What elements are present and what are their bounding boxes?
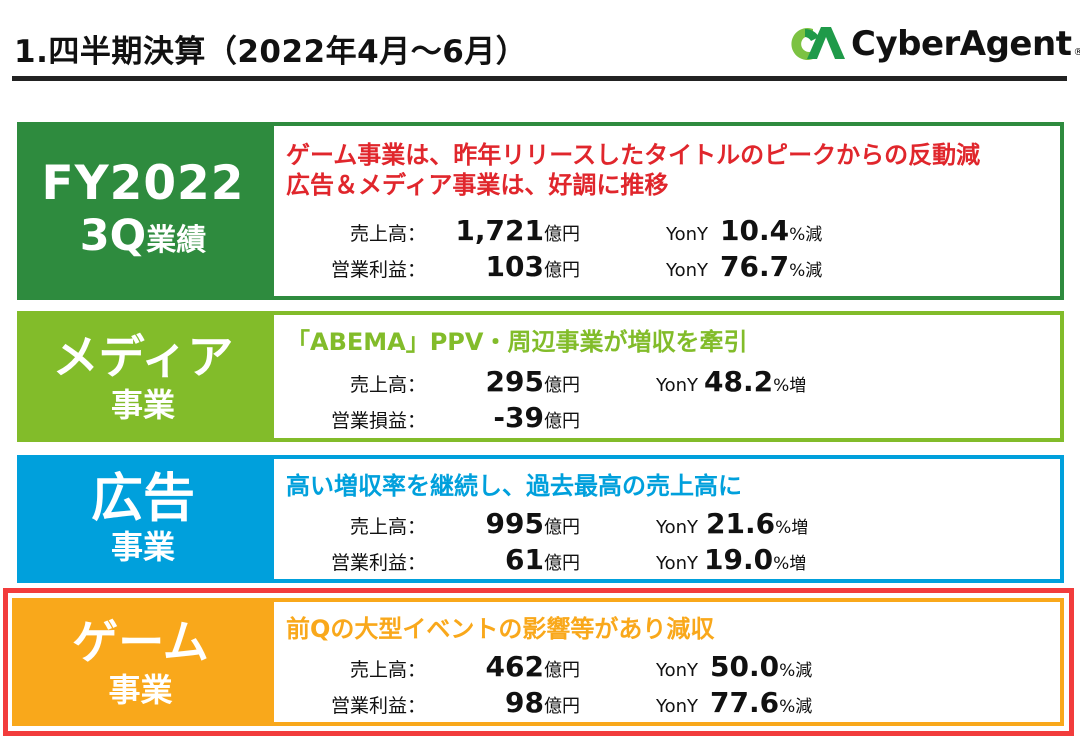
cyberagent-logo: CyberAgent ® — [783, 22, 1080, 66]
row-value: 1,721 — [455, 214, 544, 247]
row-label: 売上高： — [349, 374, 426, 396]
row-pct: 19.0 — [704, 543, 774, 576]
row-change: %減 — [779, 661, 813, 681]
game-label: ゲーム — [72, 615, 209, 669]
row-label: 営業損益： — [330, 410, 426, 432]
game-highlight-frame — [3, 588, 1074, 736]
fy-content: ゲーム事業は、昨年リリースしたタイトルのピークからの反動減 広告＆メディア事業は… — [269, 122, 1064, 300]
row-unit: 億円 — [544, 660, 580, 681]
media-label-business: 事業 — [110, 385, 175, 424]
row-change: %増 — [773, 376, 807, 396]
row-value: 103 — [485, 250, 544, 283]
ad-operating-income-row: 営業利益： 61 億円 YonY 19.0 %増 — [286, 543, 806, 576]
fy-label-quarter: 3Q業績 — [80, 211, 206, 266]
row-label: 営業利益： — [330, 695, 426, 717]
row-yony: YonY — [656, 517, 699, 538]
row-yony: YonY — [666, 260, 709, 281]
row-label: 売上高： — [349, 223, 426, 245]
row-unit: 億円 — [544, 696, 580, 717]
row-pct: 10.4 — [720, 214, 790, 247]
ad-business-box: 広告 事業 高い増収率を継続し、過去最高の売上高に 売上高： 995 億円 Yo… — [17, 455, 1064, 583]
row-label: 営業利益： — [330, 552, 426, 574]
ad-label-business: 事業 — [110, 528, 175, 566]
ad-label-panel: 広告 事業 — [17, 455, 269, 583]
row-unit: 億円 — [544, 224, 580, 245]
title-divider — [12, 76, 1067, 81]
row-unit: 億円 — [544, 375, 580, 396]
game-revenue-row: 売上高： 462 億円 YonY 50.0 %減 — [286, 650, 812, 683]
media-content: 「ABEMA」PPV・周辺事業が増収を牽引 売上高： 295 億円 YonY 4… — [269, 311, 1064, 442]
ad-label: 広告 — [90, 469, 195, 529]
ad-content: 高い増収率を継続し、過去最高の売上高に 売上高： 995 億円 YonY 21.… — [269, 455, 1064, 583]
ad-headline: 高い増収率を継続し、過去最高の売上高に — [286, 472, 742, 500]
row-yony: YonY — [656, 553, 699, 574]
media-business-box: メディア 事業 「ABEMA」PPV・周辺事業が増収を牽引 売上高： 295 億… — [17, 311, 1064, 442]
game-content: 前Qの大型イベントの影響等があり減収 売上高： 462 億円 YonY 50.0… — [269, 598, 1064, 726]
ad-revenue-row: 売上高： 995 億円 YonY 21.6 %増 — [286, 507, 808, 540]
game-operating-income-row: 営業利益： 98 億円 YonY 77.6 %減 — [286, 686, 812, 719]
row-label: 営業利益： — [330, 259, 426, 281]
row-change: %増 — [775, 518, 809, 538]
row-yony: YonY — [666, 224, 709, 245]
row-pct: 77.6 — [710, 686, 780, 719]
registered-mark: ® — [1073, 46, 1080, 58]
row-change: %減 — [789, 261, 823, 281]
media-operating-loss-row: 営業損益： -39 億円 — [286, 401, 580, 434]
row-value: 61 — [505, 543, 544, 576]
row-yony: YonY — [656, 375, 699, 396]
row-yony: YonY — [656, 696, 699, 717]
fy-label-panel: FY2022 3Q業績 — [17, 122, 269, 300]
row-value: 295 — [485, 365, 544, 398]
row-value: 98 — [505, 686, 544, 719]
row-yony: YonY — [656, 660, 699, 681]
row-pct: 50.0 — [710, 650, 780, 683]
row-unit: 億円 — [544, 517, 580, 538]
game-label-panel: ゲーム 事業 — [12, 598, 269, 726]
media-revenue-row: 売上高： 295 億円 YonY 48.2 %増 — [286, 365, 806, 398]
row-pct: 21.6 — [706, 507, 776, 540]
row-value: 995 — [485, 507, 544, 540]
fy-quarter: 3Q — [79, 210, 147, 261]
row-value: -39 — [493, 401, 544, 434]
fy-results-label: 業績 — [146, 222, 207, 258]
row-change: %減 — [789, 225, 823, 245]
game-headline: 前Qの大型イベントの影響等があり減収 — [286, 615, 715, 643]
fy-revenue-row: 売上高： 1,721 億円 YonY 10.4 %減 — [286, 214, 822, 247]
logo-text: CyberAgent — [851, 24, 1072, 64]
row-label: 売上高： — [349, 516, 426, 538]
media-label-panel: メディア 事業 — [17, 311, 269, 442]
row-change: %増 — [773, 554, 807, 574]
row-pct: 48.2 — [704, 365, 774, 398]
row-change: %減 — [779, 697, 813, 717]
media-label: メディア — [52, 329, 234, 384]
row-unit: 億円 — [544, 260, 580, 281]
game-label-business: 事業 — [108, 671, 173, 709]
row-value: 462 — [485, 650, 544, 683]
fy-headline-1: ゲーム事業は、昨年リリースしたタイトルのピークからの反動減 — [286, 141, 981, 169]
row-label: 売上高： — [349, 659, 426, 681]
row-unit: 億円 — [544, 553, 580, 574]
fy-label-year: FY2022 — [41, 155, 245, 211]
media-headline: 「ABEMA」PPV・周辺事業が増収を牽引 — [286, 328, 748, 356]
row-pct: 76.7 — [720, 250, 790, 283]
row-unit: 億円 — [544, 411, 580, 432]
fy-summary-box: FY2022 3Q業績 ゲーム事業は、昨年リリースしたタイトルのピークからの反動… — [17, 122, 1064, 300]
fy-headline-2: 広告＆メディア事業は、好調に推移 — [286, 171, 669, 199]
ca-logo-icon — [791, 27, 845, 60]
fy-operating-income-row: 営業利益： 103 億円 YonY 76.7 %減 — [286, 250, 822, 283]
game-business-box: ゲーム 事業 前Qの大型イベントの影響等があり減収 売上高： 462 億円 Yo… — [12, 598, 1064, 726]
page-title: 1.四半期決算（2022年4月〜6月） — [14, 34, 528, 70]
